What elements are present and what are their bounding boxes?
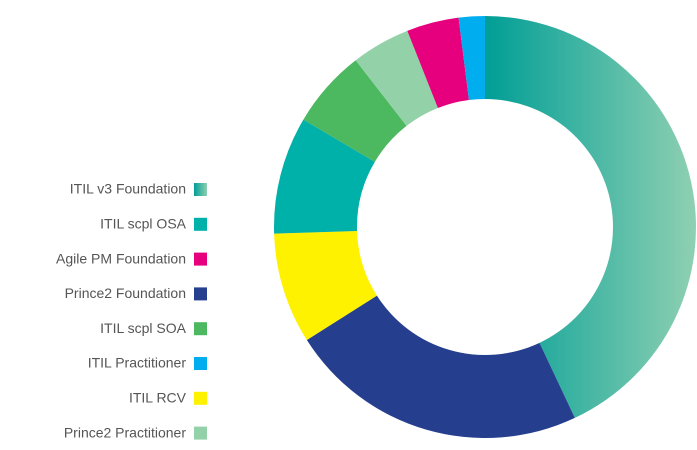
legend-label: ITIL scpl OSA	[100, 216, 187, 232]
legend-swatch	[194, 217, 207, 231]
donut-slice	[274, 231, 377, 341]
legend-swatch	[194, 391, 207, 405]
donut-slice	[306, 295, 575, 439]
legend-label: Prince2 Practitioner	[64, 424, 187, 440]
legend-swatch	[194, 183, 207, 196]
legend-swatch	[194, 287, 207, 301]
donut-slice	[274, 119, 375, 234]
legend-swatch	[194, 426, 207, 440]
legend-label: ITIL scpl SOA	[100, 320, 187, 336]
donut-slice	[303, 60, 407, 162]
legend-label: ITIL RCV	[129, 390, 187, 406]
donut-slice	[355, 30, 438, 126]
legend-swatch	[194, 322, 207, 336]
donut-slice	[407, 17, 469, 108]
donut-slice	[485, 16, 696, 418]
legend-label: ITIL v3 Foundation	[70, 181, 186, 197]
legend-swatch	[194, 252, 207, 266]
legend-label: Prince2 Foundation	[65, 285, 186, 301]
legend-label: ITIL Practitioner	[88, 355, 187, 371]
legend-swatch	[194, 357, 207, 370]
legend-label: Agile PM Foundation	[56, 250, 186, 266]
donut-slice	[458, 16, 485, 101]
